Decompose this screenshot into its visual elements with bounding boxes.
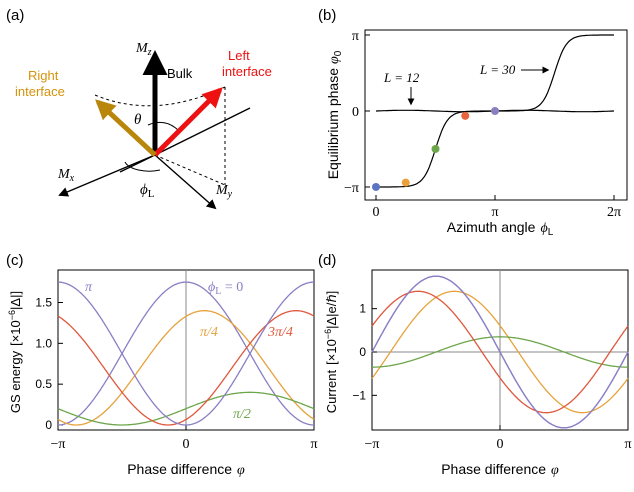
plot-d-ytick-label: 0	[359, 345, 366, 359]
plot-b-frame	[364, 29, 628, 201]
right-interface-label-2: interface	[15, 84, 65, 99]
plot-b-point	[461, 111, 470, 120]
plot-d-ytick-label: 1	[359, 302, 366, 316]
theta-arc	[147, 121, 179, 131]
plot-b-xtick-label: 0	[373, 205, 380, 220]
plot-c-series-line	[58, 281, 314, 426]
plot-b-ytick-label: 0	[352, 105, 359, 120]
plot-b-ytick-label: −π	[344, 181, 359, 196]
curve-label-pi2: π/2	[233, 407, 251, 422]
panel-d: (d) Current[×10−6|Δ|e/ℏ] Phase differenc…	[318, 252, 632, 478]
left-interface-arrow	[153, 87, 223, 157]
plot-b-point	[491, 107, 500, 115]
curve-label-pi: π	[85, 280, 93, 295]
plot-b-point	[401, 178, 410, 187]
panel-d-tag: (d)	[318, 252, 336, 269]
plot-c-ytick-label: 1.5	[35, 296, 52, 310]
plot-c-area: 1.5 1.0 0.5 0 −π 0 π	[35, 270, 318, 452]
plot-c-xlabel: Phase difference φ	[127, 461, 245, 478]
plot-b-xlabel: Azimuth angle ϕL	[447, 219, 554, 238]
plot-d-series-line	[371, 290, 629, 414]
plot-d-series-line	[372, 336, 628, 368]
plot-b-point	[372, 182, 380, 191]
plot-d-series-line	[371, 290, 629, 414]
tilt-line-back	[119, 154, 156, 173]
annotation-L12: L = 12	[383, 70, 420, 85]
bulk-label: Bulk	[167, 66, 193, 81]
curve-label-3pi4: 3π/4	[267, 325, 293, 340]
my-axis	[154, 154, 217, 210]
plot-b-xtick-label: 2π	[607, 205, 621, 220]
tilt-line	[154, 107, 251, 156]
panel-b-tag: (b)	[318, 7, 336, 24]
mz-label: Mz	[135, 41, 152, 58]
plot-c-series-line	[57, 310, 315, 426]
panel-c-tag: (c)	[6, 252, 24, 269]
plot-c-xtick-label: −π	[51, 437, 66, 452]
plot-b-xtick-label: π	[491, 205, 498, 220]
theta-label: θ	[134, 112, 142, 128]
plot-b-ylabel: Equilibrium phaseφ0	[325, 50, 344, 179]
plot-c-xtick-label: 0	[183, 437, 190, 452]
plot-d-xtick-label: 0	[497, 437, 504, 452]
curve-label-pi4: π/4	[200, 325, 218, 340]
panel-c: (c) GS energy[×10−6|Δ|] Phase difference…	[6, 252, 318, 478]
mx-axis	[58, 154, 156, 197]
panel-a: (a) Mz Bulk Left interface Right interfa…	[6, 7, 272, 210]
plot-c-ytick-label: 0	[45, 418, 52, 432]
plot-c-ylabel: GS energy[×10−6|Δ|]	[7, 291, 23, 413]
panel-b: (b) Equilibrium phaseφ0 Azimuth angle ϕL …	[318, 7, 628, 238]
plot-d-area: 1 0 −1 −π 0 π	[352, 270, 632, 452]
panel-a-tag: (a)	[6, 7, 24, 24]
plot-c-series-line	[58, 281, 314, 426]
phi-arc	[124, 161, 161, 172]
plot-c-xtick-label: π	[310, 437, 317, 452]
plot-d-xlabel: Phase difference φ	[441, 461, 559, 478]
plot-b-ytick-label: π	[352, 29, 359, 44]
plot-c-ytick-label: 1.0	[35, 336, 52, 350]
right-interface-label-1: Right	[28, 68, 59, 83]
plot-d-ylabel: Current[×10−6|Δ|e/ℏ]	[323, 291, 339, 413]
curve-label-zero: ϕL = 0	[208, 280, 243, 297]
left-interface-label-2: interface	[222, 64, 272, 79]
left-interface-label-1: Left	[228, 48, 250, 63]
plot-b-point	[431, 144, 440, 153]
plot-c-series-line	[57, 391, 315, 426]
mx-label: Mx	[57, 167, 75, 184]
plot-c-series-line	[57, 310, 315, 426]
plot-d-xtick-label: π	[624, 437, 631, 452]
phi-label: ϕL	[140, 182, 155, 200]
plot-d-ytick-label: −1	[352, 388, 366, 402]
right-interface-arrow	[95, 99, 157, 157]
plot-c-ytick-label: 0.5	[35, 377, 52, 391]
plot-b-area: π 0 −π 0 π 2π	[344, 29, 621, 220]
annotation-L30: L = 30	[479, 62, 516, 77]
plot-d-xtick-label: −π	[365, 437, 380, 452]
dashed-projection	[154, 154, 226, 186]
my-label: My	[215, 183, 233, 200]
plot-d-series-line	[371, 275, 629, 429]
